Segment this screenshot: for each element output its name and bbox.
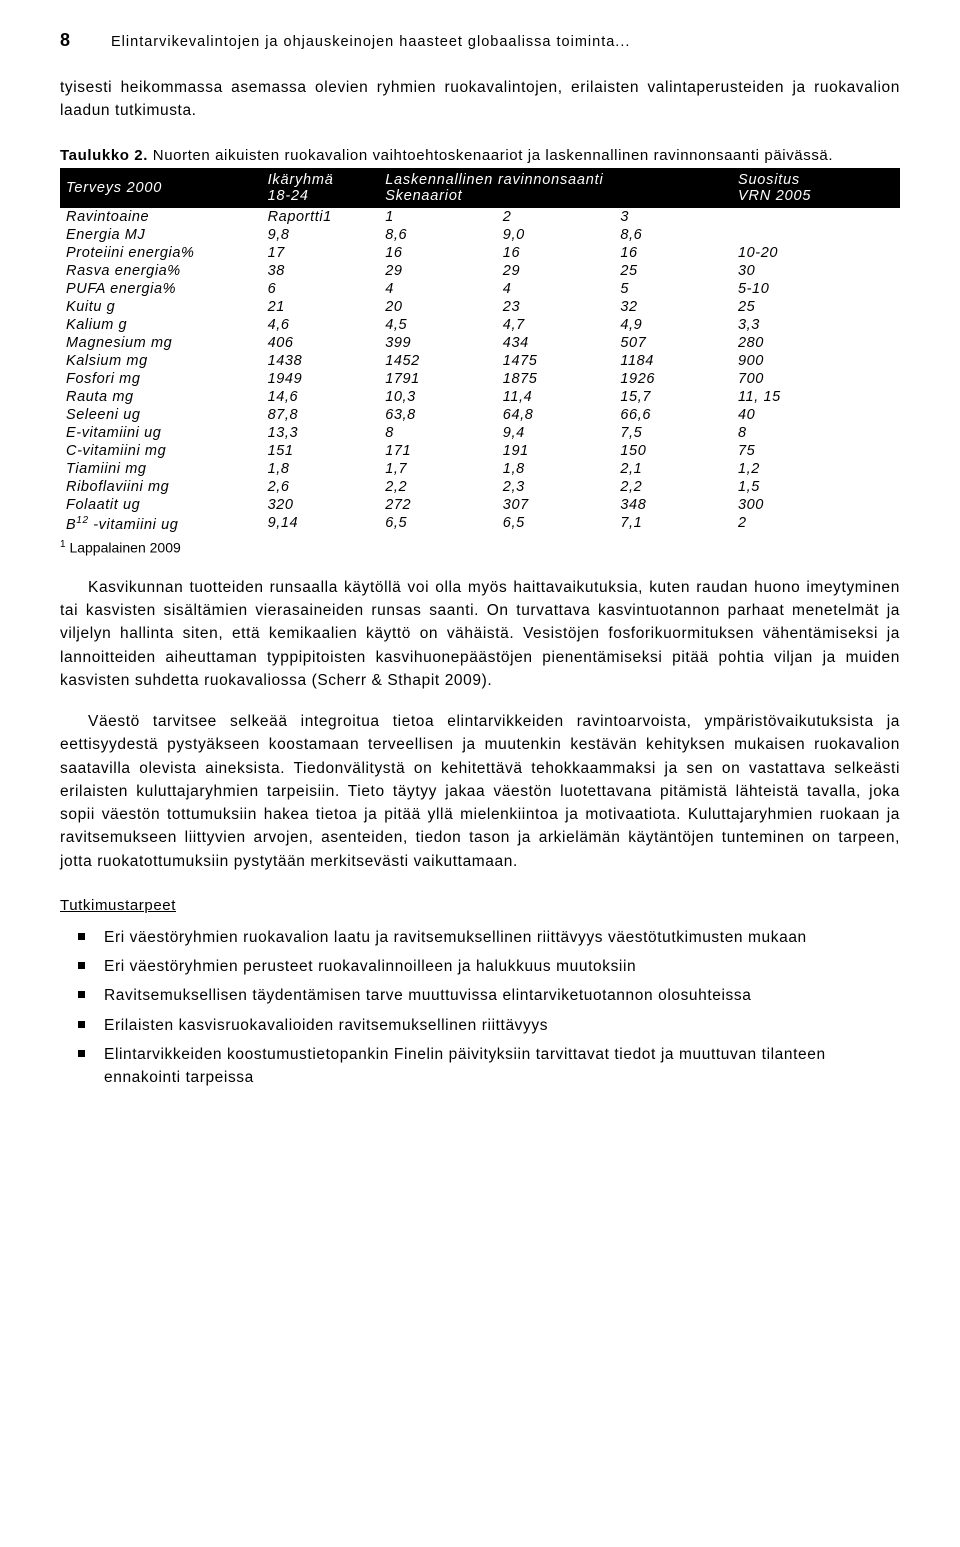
hdr-c1: Ikäryhmä 18-24 [262, 168, 380, 208]
table-row: Rasva energia%3829292530 [60, 262, 900, 280]
table-row: Proteiini energia%1716161610-20 [60, 244, 900, 262]
table-subheader: Ravintoaine Raportti1 1 2 3 [60, 208, 900, 226]
table-row: Rauta mg14,610,311,415,711, 15 [60, 388, 900, 406]
table-row: Tiamiini mg1,81,71,82,11,2 [60, 460, 900, 478]
nutrition-table: Terveys 2000 Ikäryhmä 18-24 Laskennallin… [60, 168, 900, 534]
bullet-list: Eri väestöryhmien ruokavalion laatu ja r… [60, 926, 900, 1090]
hdr-c0: Terveys 2000 [60, 168, 262, 208]
body-paragraph-1: Kasvikunnan tuotteiden runsaalla käytöll… [60, 576, 900, 692]
table-row: Kalium g4,64,54,74,93,3 [60, 316, 900, 334]
table-row: Fosfori mg1949179118751926700 [60, 370, 900, 388]
table-row: Kalsium mg1438145214751184900 [60, 352, 900, 370]
table-footnote: 1 Lappalainen 2009 [60, 539, 900, 556]
table-row: Riboflaviini mg2,62,22,32,21,5 [60, 478, 900, 496]
table-row: Energia MJ9,88,69,08,6 [60, 226, 900, 244]
table-row: E-vitamiini ug13,389,47,58 [60, 424, 900, 442]
intro-paragraph: tyisesti heikommassa asemassa olevien ry… [60, 76, 900, 123]
caption-bold: Taulukko 2. [60, 147, 148, 164]
table-row: Kuitu g2120233225 [60, 298, 900, 316]
table-row: PUFA energia%64455-10 [60, 280, 900, 298]
table-caption: Taulukko 2. Nuorten aikuisten ruokavalio… [60, 147, 900, 164]
document-page: 8 Elintarvikevalintojen ja ohjauskeinoje… [0, 0, 960, 1145]
hdr-c2: Laskennallinen ravinnonsaanti Skenaariot [379, 168, 732, 208]
caption-rest: Nuorten aikuisten ruokavalion vaihtoehto… [148, 147, 833, 164]
subheading: Tutkimustarpeet [60, 897, 900, 914]
body-paragraph-2: Väestö tarvitsee selkeää integroitua tie… [60, 710, 900, 873]
b12-label: B12 -vitamiini ug [60, 514, 262, 534]
table-row: B12 -vitamiini ug 9,14 6,5 6,5 7,1 2 [60, 514, 900, 534]
table-row: Magnesium mg406399434507280 [60, 334, 900, 352]
page-number: 8 [60, 30, 71, 51]
running-header: 8 Elintarvikevalintojen ja ohjauskeinoje… [60, 30, 900, 51]
hdr-c5: Suositus VRN 2005 [732, 168, 900, 208]
table-row: Folaatit ug320272307348300 [60, 496, 900, 514]
table-header-row: Terveys 2000 Ikäryhmä 18-24 Laskennallin… [60, 168, 900, 208]
list-item: Ravitsemuksellisen täydentämisen tarve m… [60, 984, 900, 1007]
table-row: C-vitamiini mg15117119115075 [60, 442, 900, 460]
list-item: Erilaisten kasvisruokavalioiden ravitsem… [60, 1014, 900, 1037]
running-title: Elintarvikevalintojen ja ohjauskeinojen … [111, 34, 630, 50]
list-item: Eri väestöryhmien perusteet ruokavalinno… [60, 955, 900, 978]
list-item: Eri väestöryhmien ruokavalion laatu ja r… [60, 926, 900, 949]
list-item: Elintarvikkeiden koostumustietopankin Fi… [60, 1043, 900, 1090]
table-row: Seleeni ug87,863,864,866,640 [60, 406, 900, 424]
